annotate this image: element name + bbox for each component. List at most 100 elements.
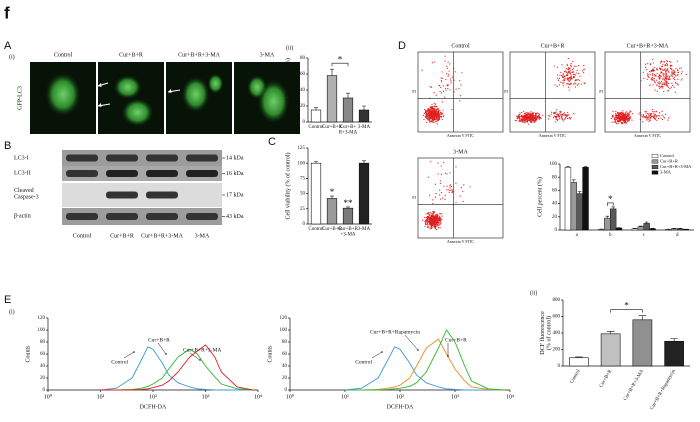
event-dot xyxy=(439,198,442,200)
x-tick-label: 10¹ xyxy=(341,394,349,400)
event-dot xyxy=(566,75,568,77)
event-dot xyxy=(646,75,648,77)
event-dot xyxy=(421,69,423,71)
event-dot xyxy=(568,71,570,73)
y-axis-label: PI xyxy=(504,89,508,94)
blot-band xyxy=(106,154,138,162)
event-dot xyxy=(536,116,538,118)
event-dot xyxy=(429,114,432,116)
event-dot xyxy=(430,106,432,108)
arrow-tip xyxy=(381,351,383,353)
event-dot xyxy=(432,218,434,220)
significance-bracket xyxy=(607,202,614,206)
event-dot xyxy=(437,219,440,221)
bar xyxy=(569,357,589,367)
event-dot xyxy=(455,88,457,90)
event-dot xyxy=(561,113,564,116)
error-bar xyxy=(314,107,318,110)
event-dot xyxy=(423,216,426,219)
event-dot xyxy=(661,114,663,116)
event-dot xyxy=(429,194,431,196)
event-dot xyxy=(523,114,525,117)
event-dot xyxy=(667,86,669,89)
event-dot xyxy=(648,76,650,79)
event-dot xyxy=(666,61,668,63)
event-dot xyxy=(428,214,431,216)
event-dot xyxy=(449,63,451,65)
event-dot xyxy=(631,119,633,121)
event-dot xyxy=(653,79,655,82)
event-dot xyxy=(567,80,570,82)
event-dot xyxy=(660,80,663,82)
event-dot xyxy=(434,222,437,224)
event-dot xyxy=(439,194,441,196)
event-dot xyxy=(454,71,456,73)
event-dot xyxy=(652,62,655,64)
x-tick-label: 3-MA xyxy=(358,125,371,130)
event-dot xyxy=(556,119,559,121)
event-dot xyxy=(625,123,627,125)
event-dot xyxy=(436,119,439,122)
event-dot xyxy=(526,111,528,114)
event-dot xyxy=(662,73,664,75)
y-tick-label: 100 xyxy=(298,161,306,166)
x-tick-label: 10³ xyxy=(451,394,459,400)
event-dot xyxy=(438,217,440,219)
event-dot xyxy=(564,117,567,119)
size-label: 17 kDa xyxy=(226,192,244,198)
blot-band xyxy=(106,170,138,177)
event-dot xyxy=(455,182,457,184)
event-dot xyxy=(575,65,577,67)
x-tick-label: d xyxy=(676,233,679,238)
event-dot xyxy=(439,90,441,93)
event-dot xyxy=(447,61,449,63)
event-dot xyxy=(567,67,570,69)
event-dot xyxy=(436,225,438,227)
panel-sublabel: (i) xyxy=(9,53,15,60)
event-dot xyxy=(524,118,526,121)
event-dot xyxy=(448,189,450,191)
event-dot xyxy=(441,77,444,80)
event-dot xyxy=(425,115,428,118)
y-tick-label: 20 xyxy=(300,104,306,109)
x-tick-label: Cur+B+R xyxy=(322,227,342,232)
event-dot xyxy=(425,223,427,226)
event-dot xyxy=(429,86,431,88)
event-dot xyxy=(567,77,569,79)
event-dot xyxy=(652,58,654,61)
event-dot xyxy=(427,116,429,118)
event-dot xyxy=(661,118,664,121)
event-dot xyxy=(432,215,434,217)
event-dot xyxy=(429,223,432,225)
event-dot xyxy=(427,213,430,215)
x-tick-label: b xyxy=(609,233,612,238)
bar xyxy=(677,228,684,231)
plot-title: Control xyxy=(451,43,470,49)
event-dot xyxy=(661,65,663,68)
event-dot xyxy=(668,117,670,119)
y-tick-label: 40 xyxy=(552,202,558,207)
event-dot xyxy=(549,115,551,117)
event-dot xyxy=(462,190,464,193)
event-dot xyxy=(575,83,577,85)
event-dot xyxy=(625,112,627,114)
event-dot xyxy=(447,75,449,77)
event-dot xyxy=(677,69,679,71)
event-dot xyxy=(615,114,618,117)
event-dot xyxy=(654,89,656,91)
event-dot xyxy=(424,223,427,225)
event-dot xyxy=(660,76,662,78)
event-dot xyxy=(563,112,566,114)
y-axis-label: PI xyxy=(599,89,603,94)
blot-band xyxy=(66,170,98,177)
event-dot xyxy=(615,122,618,125)
event-dot xyxy=(459,195,461,197)
event-dot xyxy=(437,223,439,225)
event-dot xyxy=(624,113,626,116)
bar xyxy=(582,167,589,231)
event-dot xyxy=(429,220,431,222)
event-dot xyxy=(430,218,432,220)
event-dot xyxy=(577,83,579,85)
event-dot xyxy=(527,119,529,121)
row-label: GFP-LC3 xyxy=(17,86,23,110)
